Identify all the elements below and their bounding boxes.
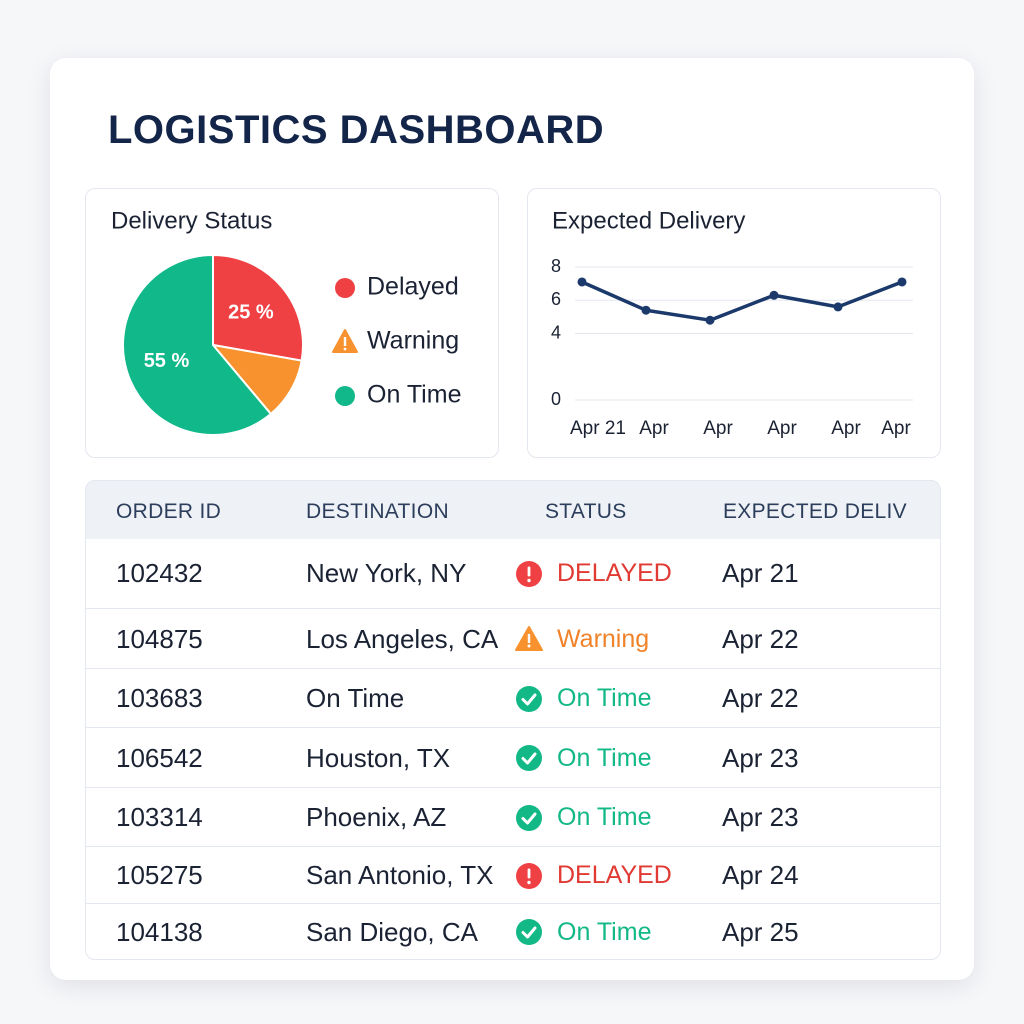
table-row: 103314 Phoenix, AZ On Time Apr 23 — [86, 787, 940, 847]
status: On Time — [557, 744, 652, 772]
expected-delivery: Apr 22 — [722, 624, 799, 654]
destination: San Antonio, TX — [306, 860, 494, 890]
status-icon-wrap — [515, 918, 543, 946]
status-icon-wrap — [515, 625, 543, 653]
column-header: DESTINATION — [306, 500, 449, 523]
status: DELAYED — [557, 861, 672, 889]
status-icon — [516, 862, 542, 889]
expected-delivery: Apr 23 — [722, 743, 799, 773]
pie-panel — [85, 188, 499, 458]
order-id: 103683 — [116, 683, 203, 713]
status-icon — [516, 560, 542, 587]
status: On Time — [557, 918, 652, 946]
status-icon — [516, 804, 542, 831]
status: Warning — [557, 625, 650, 653]
table-row: 104875 Los Angeles, CA Warning Apr 22 — [86, 608, 940, 669]
order-id: 104138 — [116, 917, 203, 947]
expected-delivery: Apr 25 — [722, 917, 799, 947]
status-icon — [516, 919, 542, 945]
order-id: 104875 — [116, 624, 203, 654]
order-id: 105275 — [116, 860, 203, 890]
expected-delivery: Apr 23 — [722, 802, 799, 832]
status: DELAYED — [557, 559, 672, 587]
dashboard-title: LOGISTICS DASHBOARD — [108, 108, 605, 152]
status: On Time — [557, 684, 652, 712]
status-icon — [516, 745, 542, 771]
status-icon-wrap — [515, 560, 543, 588]
destination: Houston, TX — [306, 743, 451, 773]
status-icon-wrap — [515, 804, 543, 832]
order-id: 106542 — [116, 743, 203, 773]
destination: On Time — [306, 683, 405, 713]
order-id: 102432 — [116, 558, 203, 588]
table-row: 105275 San Antonio, TX DELAYED Apr 24 — [86, 846, 940, 904]
status-icon — [515, 626, 543, 651]
destination: Phoenix, AZ — [306, 802, 447, 832]
status-icon-wrap — [515, 862, 543, 890]
destination: San Diego, CA — [306, 917, 478, 947]
line-panel — [527, 188, 941, 458]
table-row: 103683 On Time On Time Apr 22 — [86, 668, 940, 728]
expected-delivery: Apr 21 — [722, 558, 799, 588]
column-header: STATUS — [545, 500, 627, 523]
column-header: EXPECTED DELIV — [723, 500, 907, 523]
order-id: 103314 — [116, 802, 203, 832]
table-row: 106542 Houston, TX On Time Apr 23 — [86, 727, 940, 788]
table-row: 102432 New York, NY DELAYED Apr 21 — [86, 539, 940, 608]
status: On Time — [557, 803, 652, 831]
destination: Los Angeles, CA — [306, 624, 499, 654]
table-row: 104138 San Diego, CA On Time Apr 25 — [86, 903, 940, 959]
status-icon-wrap — [515, 744, 543, 772]
orders-table: ORDER ID DESTINATION STATUS EXPECTED DEL… — [85, 480, 941, 960]
table-header: ORDER ID DESTINATION STATUS EXPECTED DEL… — [86, 481, 940, 539]
status-icon-wrap — [515, 685, 543, 713]
status-icon — [516, 685, 542, 712]
expected-delivery: Apr 24 — [722, 860, 799, 890]
destination: New York, NY — [306, 558, 467, 588]
expected-delivery: Apr 22 — [722, 683, 799, 713]
column-header: ORDER ID — [116, 500, 222, 523]
